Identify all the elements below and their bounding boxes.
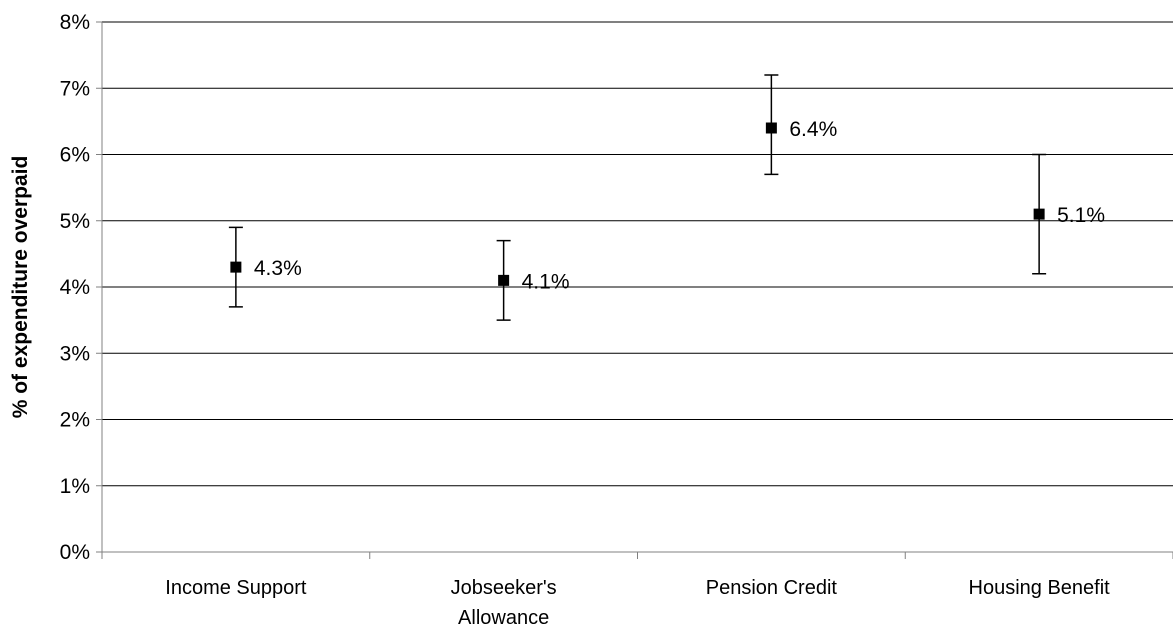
x-category-label: Jobseeker's Allowance bbox=[451, 577, 557, 629]
data-labels: 4.3% 4.1% 6.4% 5.1% bbox=[254, 118, 1105, 293]
data-label: 6.4% bbox=[789, 118, 837, 141]
y-tick-label: 6% bbox=[60, 144, 90, 167]
y-tick-label: 8% bbox=[60, 11, 90, 34]
error-bars bbox=[228, 74, 1047, 321]
data-points bbox=[230, 122, 1045, 286]
data-label: 5.1% bbox=[1057, 204, 1105, 227]
gridlines bbox=[102, 21, 1173, 487]
y-tick-labels: 0% 1% 2% 3% 4% 5% 6% 7% 8% bbox=[60, 11, 90, 564]
data-point bbox=[230, 261, 242, 273]
x-category-labels: Income Support Jobseeker's Allowance Pensio… bbox=[165, 577, 1110, 629]
y-tick-label: 0% bbox=[60, 541, 90, 564]
x-category-label: Pension Credit bbox=[706, 577, 838, 599]
x-category-label: Housing Benefit bbox=[969, 577, 1111, 599]
y-axis-title: % of expenditure overpaid bbox=[9, 156, 32, 419]
y-tick-label: 1% bbox=[60, 475, 90, 498]
y-tick-label: 5% bbox=[60, 210, 90, 233]
data-label: 4.3% bbox=[254, 257, 302, 280]
data-label: 4.1% bbox=[522, 270, 570, 293]
axes bbox=[96, 21, 1173, 559]
y-tick-label: 7% bbox=[60, 77, 90, 100]
data-point bbox=[765, 122, 777, 134]
x-category-label: Income Support bbox=[165, 577, 307, 599]
data-point bbox=[498, 274, 510, 286]
y-tick-label: 3% bbox=[60, 342, 90, 365]
data-point bbox=[1033, 208, 1045, 220]
y-tick-label: 2% bbox=[60, 409, 90, 432]
y-tick-label: 4% bbox=[60, 276, 90, 299]
